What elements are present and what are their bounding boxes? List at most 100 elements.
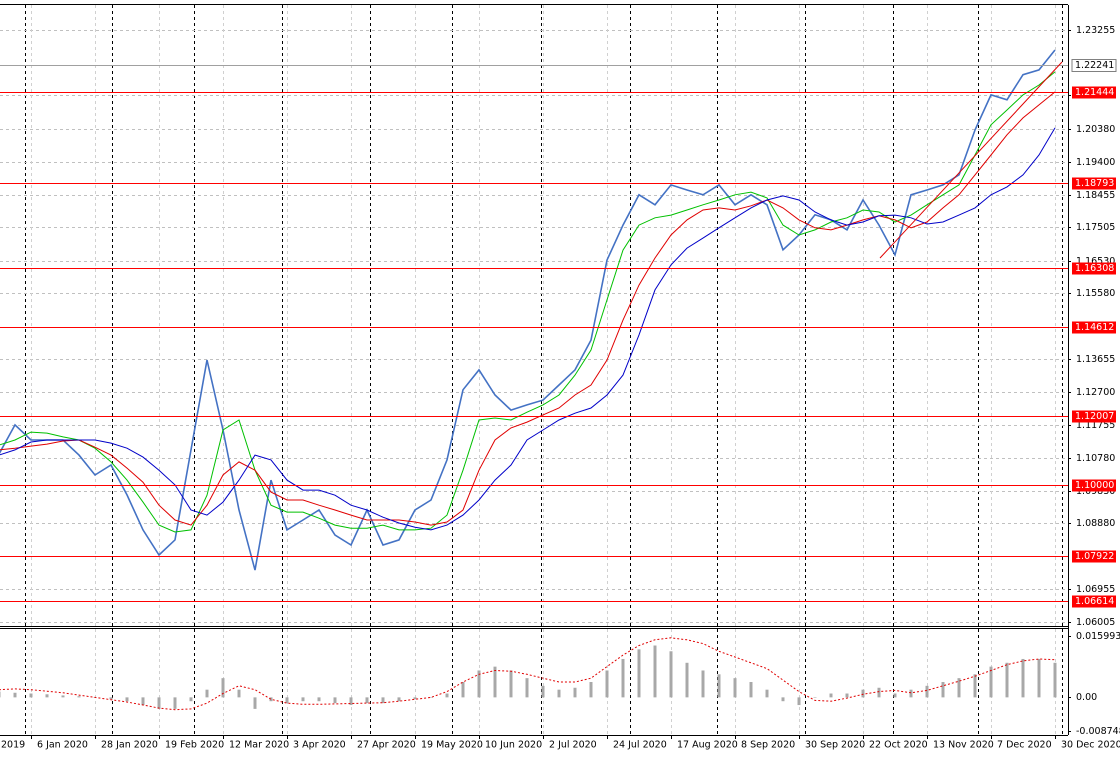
y-tick-label: -0.008748 — [1076, 726, 1120, 737]
histogram-bar — [413, 697, 417, 700]
histogram-bar — [221, 678, 225, 698]
histogram-bar — [861, 689, 865, 698]
level-label-box — [1072, 595, 1116, 608]
histogram-bar — [173, 697, 177, 709]
histogram-bar — [669, 651, 673, 698]
histogram-bar — [909, 689, 913, 698]
x-tick-label: 19 Feb 2020 — [165, 740, 224, 751]
histogram-bar — [781, 697, 785, 702]
histogram-bar — [733, 678, 737, 698]
signal-line — [0, 637, 1056, 711]
y-tick-label: 1.10780 — [1076, 453, 1115, 464]
histogram-bar — [317, 697, 321, 702]
histogram-bar — [573, 687, 577, 698]
x-tick-label: 24 Jul 2020 — [613, 740, 667, 751]
x-tick-label: 30 Sep 2020 — [805, 740, 865, 751]
histogram-bar — [237, 689, 241, 698]
histogram-bar — [717, 674, 721, 698]
y-tick-label: 1.06955 — [1076, 584, 1115, 595]
moving-average — [0, 71, 1056, 533]
histogram-bar — [541, 685, 545, 698]
x-tick-label: 6 Jan 2020 — [37, 740, 88, 751]
level-label: 1.21444 — [1075, 87, 1114, 98]
histogram-bar — [701, 670, 705, 698]
level-label: 1.10000 — [1075, 480, 1114, 491]
x-tick-label: 10 Jun 2020 — [485, 740, 542, 751]
x-tick-label: 2 Jul 2020 — [549, 740, 597, 751]
level-label-box — [1072, 550, 1116, 563]
x-tick-label: 19 May 2020 — [421, 740, 483, 751]
level-label-box — [1072, 479, 1116, 492]
y-tick-label: 1.06005 — [1076, 617, 1115, 628]
current-price-box — [1071, 59, 1117, 72]
histogram-bar — [365, 697, 369, 704]
level-label: 1.06614 — [1075, 596, 1114, 607]
histogram-bar — [381, 697, 385, 704]
level-label: 1.16308 — [1075, 263, 1114, 274]
level-label-box — [1072, 177, 1116, 190]
level-label-box — [1072, 262, 1116, 275]
histogram-bar — [685, 662, 689, 698]
x-tick-label: 17 Aug 2020 — [677, 740, 738, 751]
level-label-box — [1072, 410, 1116, 423]
x-tick-label: 28 Jan 2020 — [101, 740, 158, 751]
frame — [0, 4, 1069, 736]
x-tick-label: 12 Mar 2020 — [229, 740, 289, 751]
histogram-bar — [189, 697, 193, 702]
grid-layer — [0, 5, 1068, 735]
y-tick-label: 0.00 — [1076, 692, 1097, 703]
histogram-bar — [813, 697, 817, 698]
y-tick-label: 1.16530 — [1076, 256, 1115, 267]
histogram-bar — [445, 693, 449, 698]
x-tick-label: 8 Sep 2020 — [741, 740, 795, 751]
histogram-bar — [285, 697, 289, 704]
histogram-bar — [941, 682, 945, 698]
histogram-bar — [1053, 662, 1057, 698]
level-label: 1.07922 — [1075, 551, 1114, 562]
histogram-bar — [141, 697, 145, 706]
histogram-bar — [29, 693, 33, 698]
histogram-bar — [925, 685, 929, 698]
axis-layer: 1.232551.213501.203801.194001.184551.175… — [1, 25, 1120, 751]
histogram-bar — [301, 697, 305, 702]
histogram-bar — [605, 670, 609, 698]
histogram-bar — [253, 697, 257, 709]
histogram-bar — [349, 697, 353, 706]
histogram-bar — [0, 691, 1, 698]
y-tick-label: 1.18455 — [1076, 190, 1115, 201]
histogram-bar — [973, 674, 977, 698]
price-plot — [0, 49, 1068, 602]
moving-average — [0, 91, 1056, 526]
y-tick-label: 1.20380 — [1076, 124, 1115, 135]
x-tick-label: 3 Apr 2020 — [293, 740, 346, 751]
histogram-bar — [45, 694, 49, 698]
histogram-bar — [1005, 662, 1009, 698]
histogram-bar — [61, 695, 65, 698]
histogram-bar — [765, 689, 769, 698]
histogram-bar — [493, 666, 497, 698]
histogram-bar — [525, 678, 529, 698]
histogram-bar — [269, 697, 273, 702]
histogram-bar — [509, 670, 513, 698]
y-tick-label: 1.11755 — [1076, 420, 1115, 431]
y-tick-label: 1.12700 — [1076, 387, 1115, 398]
x-tick-label: 30 Dec 2020 — [1061, 740, 1120, 751]
level-label: 1.18793 — [1075, 178, 1114, 189]
level-label: 1.12007 — [1075, 411, 1114, 422]
moving-average — [0, 127, 1056, 531]
level-label-box — [1072, 321, 1116, 334]
macd-plot — [0, 637, 1057, 711]
histogram-bar — [205, 689, 209, 698]
histogram-bar — [157, 697, 161, 709]
histogram-bar — [957, 678, 961, 698]
histogram-bar — [1037, 658, 1041, 698]
x-tick-label: 22 Oct 2020 — [869, 740, 928, 751]
y-tick-label: 1.19400 — [1076, 157, 1115, 168]
current-price-label: 1.22241 — [1075, 60, 1114, 71]
histogram-bar — [893, 693, 897, 698]
level-label: 1.14612 — [1075, 322, 1114, 333]
x-tick-label: 13 Nov 2020 — [933, 740, 994, 751]
histogram-bar — [829, 693, 833, 698]
histogram-bar — [1021, 658, 1025, 698]
